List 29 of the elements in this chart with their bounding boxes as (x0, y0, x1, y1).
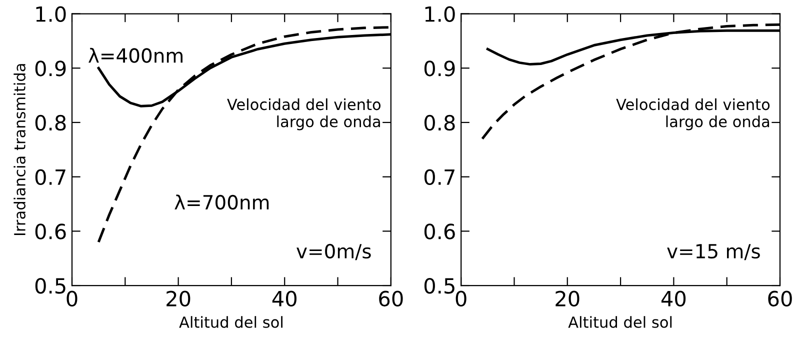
annotation: v=0m/s (296, 244, 371, 260)
x-axis-title: Altitud del sol (179, 316, 282, 328)
y-tick-label: 0.5 (35, 278, 66, 294)
y-axis-title: Irradiancia transmitida (14, 64, 26, 235)
x-tick-label: 20 (556, 290, 580, 307)
x-tick-label: 0 (66, 290, 78, 307)
x-axis-title: Altitud del sol (568, 316, 672, 328)
annotation: Velocidad del viento largo de onda (227, 98, 381, 130)
x-tick-label: 60 (768, 290, 792, 307)
annotation: λ=400nm (88, 48, 182, 63)
y-tick-label: 0.9 (424, 60, 455, 76)
y-tick-label: 0.6 (424, 224, 455, 240)
x-tick-label: 20 (166, 290, 190, 307)
y-tick-label: 0.8 (35, 114, 66, 131)
x-tick-label: 0 (456, 290, 466, 307)
y-tick-label: 0.8 (424, 114, 455, 131)
annotation: Velocidad del viento largo de onda (616, 98, 770, 130)
y-tick-label: 0.9 (35, 60, 66, 76)
y-tick-label: 0.7 (35, 169, 66, 186)
y-tick-label: 0.6 (35, 224, 66, 240)
y-tick-label: 1.0 (425, 6, 455, 22)
y-tick-label: 0.7 (424, 169, 454, 186)
x-tick-label: 60 (379, 290, 403, 307)
annotation: λ=700nm (174, 194, 269, 210)
annotation: v=15 m/s (667, 244, 760, 260)
y-tick-label: 0.5 (424, 278, 454, 294)
x-tick-label: 40 (661, 290, 686, 307)
y-tick-label: 1.0 (36, 6, 66, 22)
x-tick-label: 40 (272, 290, 296, 307)
